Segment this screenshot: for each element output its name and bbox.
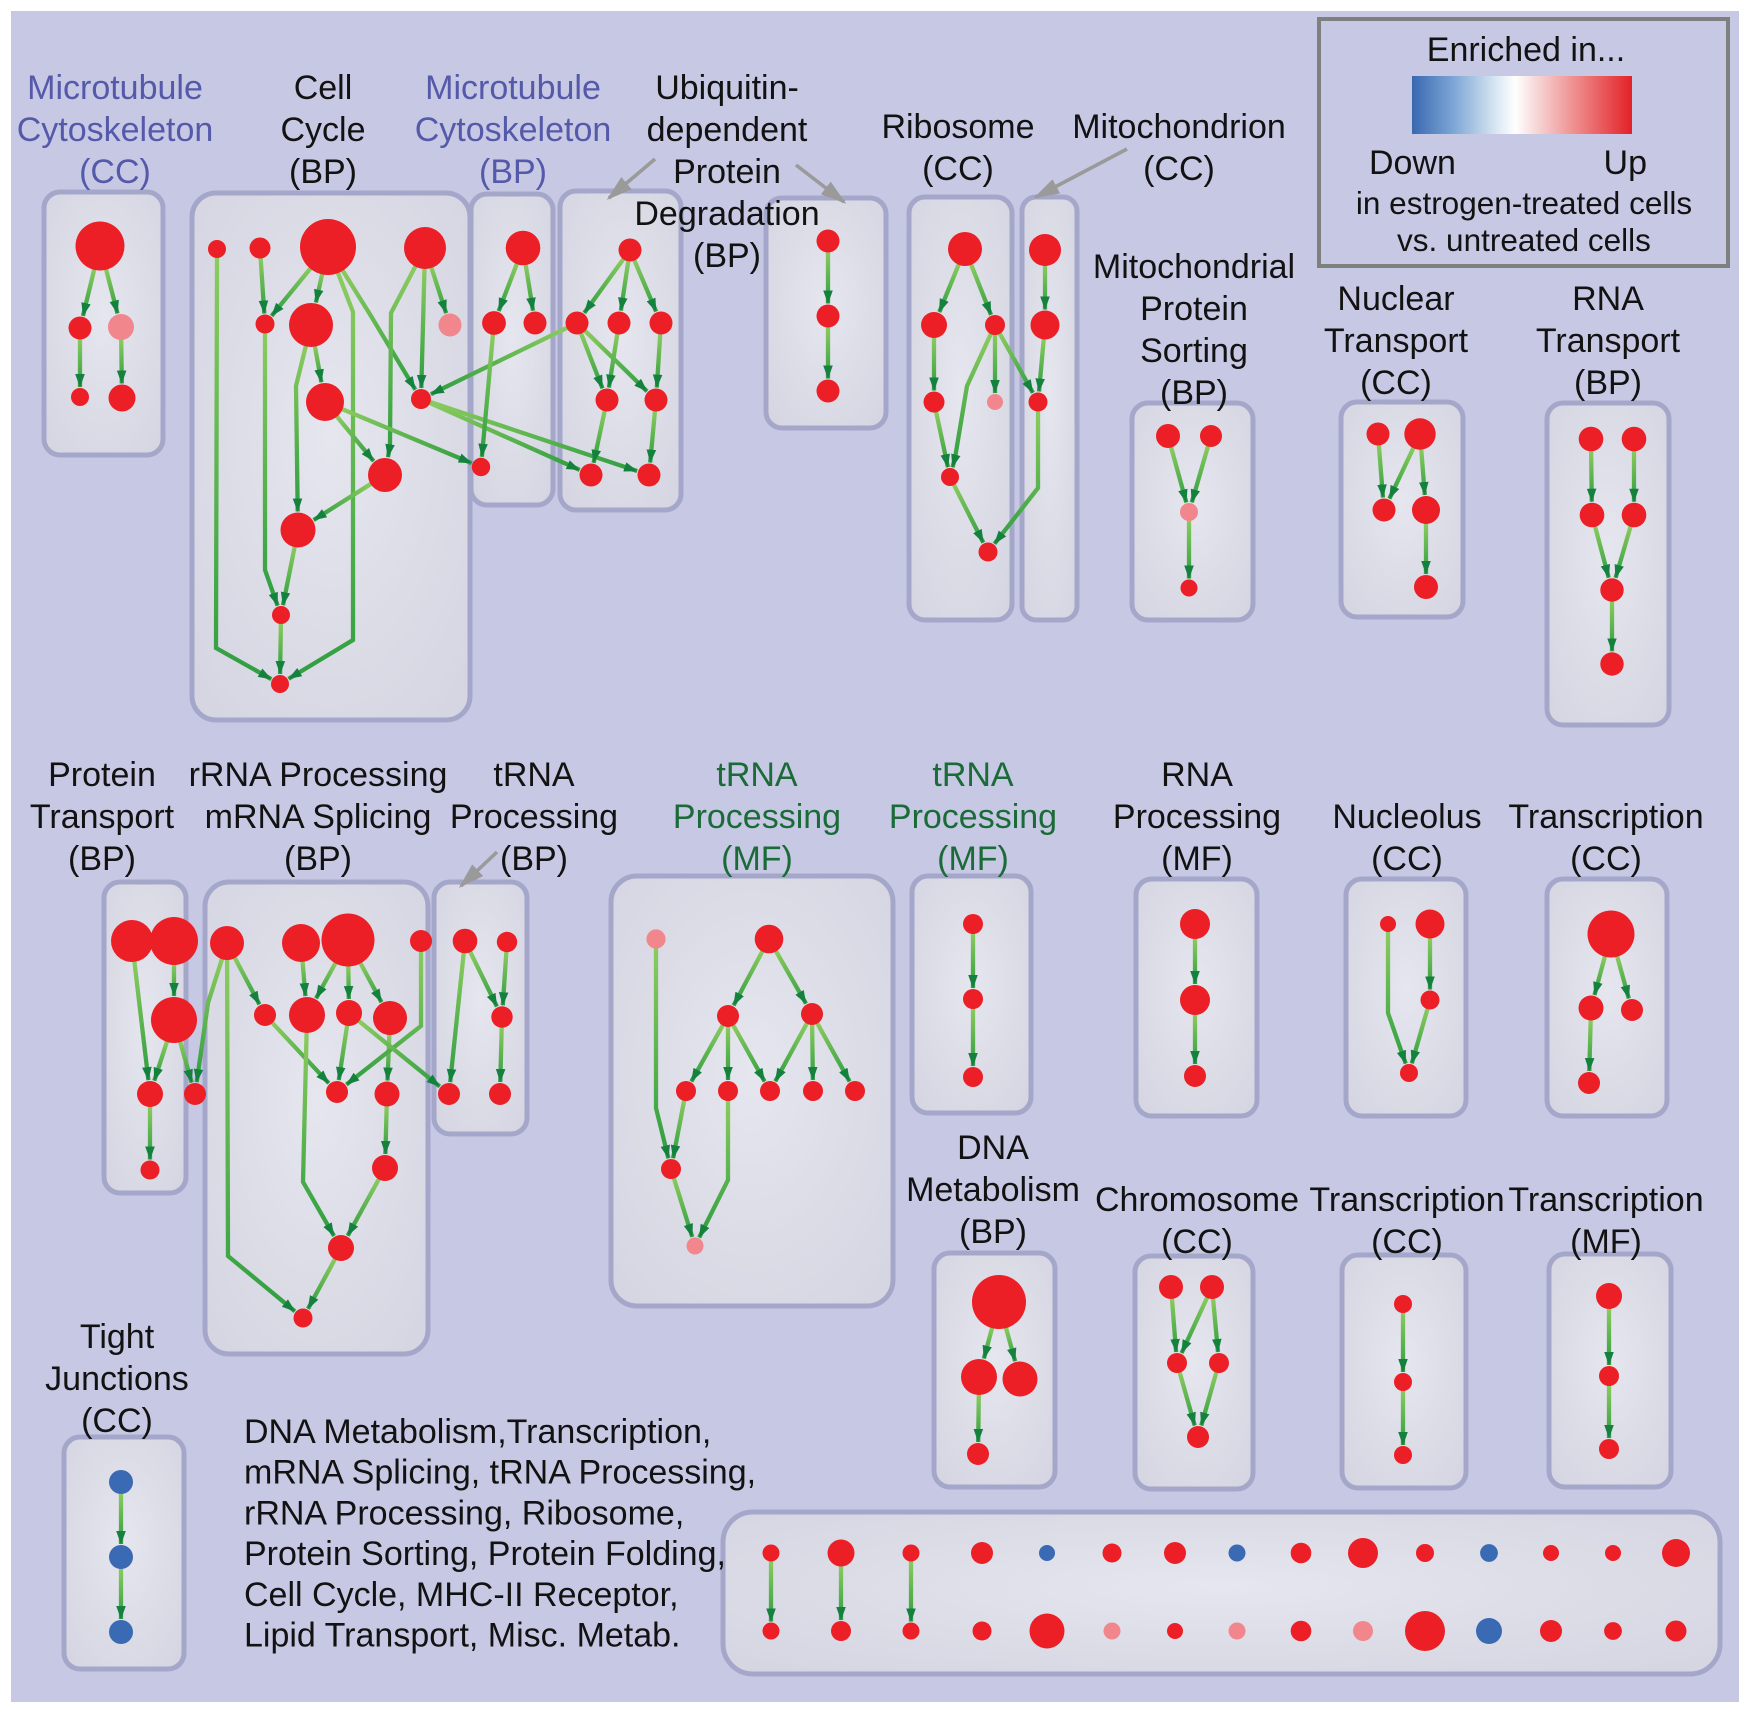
svg-text:Processing: Processing: [1113, 798, 1281, 836]
svg-text:(CC): (CC): [1371, 840, 1443, 878]
svg-text:Processing: Processing: [673, 798, 841, 836]
svg-text:(BP): (BP): [500, 840, 568, 878]
svg-text:Nucleolus: Nucleolus: [1332, 798, 1481, 836]
svg-text:Junctions: Junctions: [45, 1360, 189, 1398]
svg-text:Mitochondrion: Mitochondrion: [1072, 108, 1286, 146]
svg-text:Transport: Transport: [1536, 322, 1681, 360]
svg-text:(CC): (CC): [81, 1402, 153, 1440]
svg-text:(BP): (BP): [479, 153, 547, 191]
svg-text:(CC): (CC): [1143, 150, 1215, 188]
svg-text:(BP): (BP): [693, 237, 761, 275]
svg-text:(CC): (CC): [1360, 364, 1432, 402]
svg-text:tRNA: tRNA: [493, 756, 575, 794]
svg-text:(BP): (BP): [1160, 374, 1228, 412]
svg-text:in estrogen-treated cells: in estrogen-treated cells: [1356, 185, 1692, 221]
svg-text:Microtubule: Microtubule: [425, 69, 601, 107]
svg-text:Transcription: Transcription: [1508, 798, 1703, 836]
svg-text:mRNA Splicing: mRNA Splicing: [205, 798, 432, 836]
svg-text:Microtubule: Microtubule: [27, 69, 203, 107]
svg-text:RNA: RNA: [1161, 756, 1233, 794]
svg-text:Metabolism: Metabolism: [906, 1171, 1080, 1209]
svg-text:(MF): (MF): [937, 840, 1009, 878]
svg-text:(CC): (CC): [79, 153, 151, 191]
svg-text:tRNA: tRNA: [932, 756, 1014, 794]
svg-text:Cell: Cell: [294, 69, 353, 107]
svg-text:Lipid Transport, Misc. Metab.: Lipid Transport, Misc. Metab.: [244, 1617, 681, 1655]
svg-text:(MF): (MF): [1570, 1223, 1642, 1261]
svg-text:rRNA Processing, Ribosome,: rRNA Processing, Ribosome,: [244, 1494, 684, 1532]
svg-text:Cytoskeleton: Cytoskeleton: [17, 111, 214, 149]
svg-text:Transcription: Transcription: [1508, 1181, 1703, 1219]
svg-text:DNA: DNA: [957, 1129, 1029, 1167]
svg-text:Cytoskeleton: Cytoskeleton: [415, 111, 612, 149]
svg-text:(CC): (CC): [1371, 1223, 1443, 1261]
svg-text:Protein: Protein: [673, 153, 781, 191]
svg-text:Protein: Protein: [1140, 290, 1248, 328]
svg-text:Transport: Transport: [30, 798, 175, 836]
svg-text:rRNA Processing: rRNA Processing: [189, 756, 448, 794]
svg-text:Enriched in...: Enriched in...: [1427, 31, 1625, 69]
svg-text:(BP): (BP): [289, 153, 357, 191]
svg-text:Processing: Processing: [889, 798, 1057, 836]
svg-text:Nuclear: Nuclear: [1337, 280, 1454, 318]
svg-text:Protein Sorting, Protein Foldi: Protein Sorting, Protein Folding,: [244, 1535, 726, 1573]
svg-text:DNA Metabolism,Transcription,: DNA Metabolism,Transcription,: [244, 1413, 711, 1451]
svg-text:(CC): (CC): [1161, 1223, 1233, 1261]
svg-text:Sorting: Sorting: [1140, 332, 1248, 370]
svg-text:(CC): (CC): [922, 150, 994, 188]
svg-text:vs. untreated cells: vs. untreated cells: [1397, 222, 1651, 258]
svg-text:Protein: Protein: [48, 756, 156, 794]
svg-text:Mitochondrial: Mitochondrial: [1093, 248, 1295, 286]
svg-text:Up: Up: [1604, 144, 1647, 182]
svg-text:(MF): (MF): [721, 840, 793, 878]
svg-text:Cell Cycle, MHC-II Receptor,: Cell Cycle, MHC-II Receptor,: [244, 1576, 679, 1614]
svg-text:Processing: Processing: [450, 798, 618, 836]
svg-text:(BP): (BP): [1574, 364, 1642, 402]
svg-text:Chromosome: Chromosome: [1095, 1181, 1299, 1219]
svg-text:dependent: dependent: [647, 111, 808, 149]
svg-text:(MF): (MF): [1161, 840, 1233, 878]
svg-text:(BP): (BP): [284, 840, 352, 878]
svg-text:Ribosome: Ribosome: [881, 108, 1034, 146]
svg-text:Transcription: Transcription: [1309, 1181, 1504, 1219]
svg-text:Ubiquitin-: Ubiquitin-: [655, 69, 799, 107]
svg-text:Degradation: Degradation: [634, 195, 819, 233]
svg-text:Tight: Tight: [80, 1318, 155, 1356]
svg-text:RNA: RNA: [1572, 280, 1644, 318]
svg-text:mRNA Splicing, tRNA Processing: mRNA Splicing, tRNA Processing,: [244, 1454, 756, 1492]
svg-text:Cycle: Cycle: [280, 111, 365, 149]
svg-text:tRNA: tRNA: [716, 756, 798, 794]
svg-text:(BP): (BP): [68, 840, 136, 878]
svg-text:Down: Down: [1369, 144, 1456, 182]
svg-text:(CC): (CC): [1570, 840, 1642, 878]
svg-text:Transport: Transport: [1324, 322, 1469, 360]
svg-text:(BP): (BP): [959, 1213, 1027, 1251]
